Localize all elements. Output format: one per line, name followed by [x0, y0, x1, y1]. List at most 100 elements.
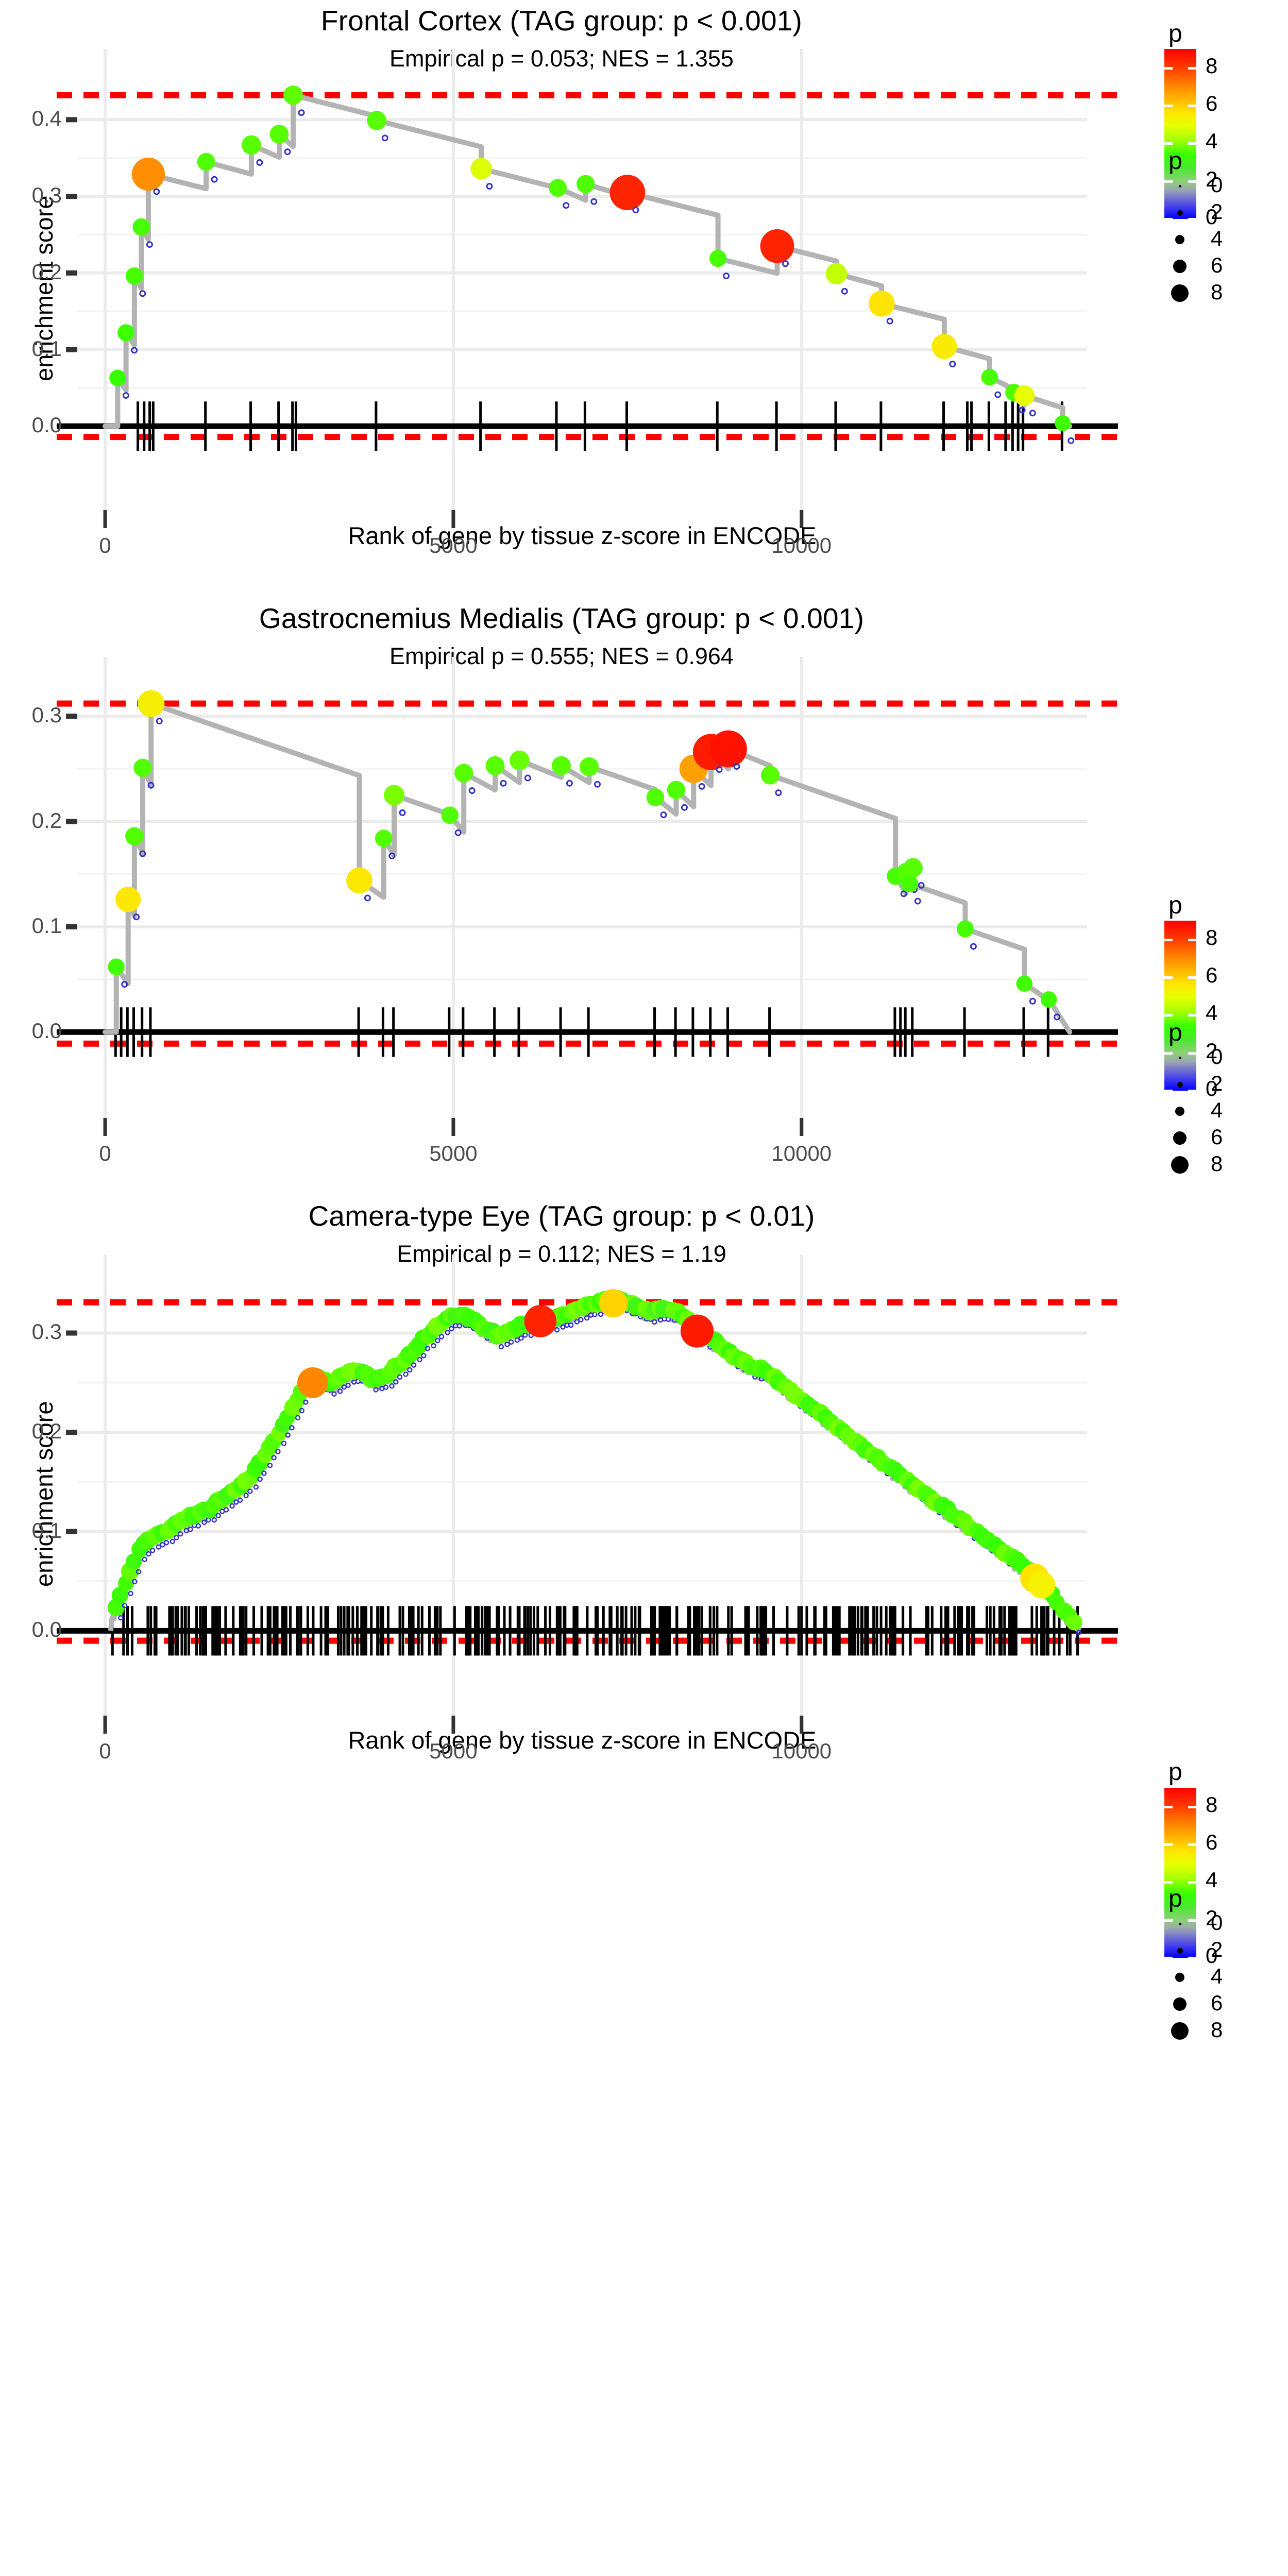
size-legend-dot [1173, 260, 1187, 273]
color-scale-tick [1188, 938, 1196, 941]
color-scale-tick [1188, 1052, 1196, 1055]
color-scale-tick [1164, 1805, 1173, 1808]
color-scale-bar [1164, 49, 1196, 219]
color-scale-tick-label: 4 [1206, 1868, 1218, 1892]
y-axis-tick-label: 0.2 [31, 1419, 62, 1444]
size-legend-dot [1173, 1997, 1187, 2011]
color-scale-tick [1188, 66, 1196, 70]
x-axis-label: Rank of gene by tissue z-score in ENCODE [348, 1726, 817, 1754]
size-legend-dot [1175, 1107, 1184, 1116]
color-scale-tick [1164, 1881, 1173, 1884]
x-axis-tick-label: 0 [99, 533, 111, 557]
color-scale-tick-label: 2 [1206, 166, 1218, 191]
color-scale-tick-label: 8 [1206, 925, 1218, 950]
color-scale-tick-label: 2 [1206, 1038, 1218, 1063]
size-legend-dot [1171, 1156, 1189, 1174]
legend-size-title: p [1168, 1885, 1182, 1912]
y-axis-tick-label: 0.0 [31, 1019, 62, 1043]
color-scale-tick-label: 0 [1206, 205, 1218, 229]
plot-area [0, 0, 1123, 598]
y-axis-tick-label: 0.2 [31, 259, 62, 284]
color-scale-tick [1188, 142, 1196, 145]
color-scale-tick [1188, 1919, 1196, 1922]
color-scale-tick [1164, 1957, 1173, 1959]
panel-subtitle: Empirical p = 0.112; NES = 1.19 [397, 1241, 726, 1267]
x-axis-tick-label: 5000 [429, 533, 478, 557]
plot-area [0, 598, 1123, 1195]
color-scale-tick [1164, 1014, 1173, 1017]
size-legend-dot [1177, 210, 1183, 216]
color-scale-tick [1188, 1957, 1196, 1959]
y-axis-tick-label: 0.2 [31, 808, 62, 833]
color-scale-tick-label: 6 [1206, 1830, 1218, 1854]
size-legend-dot [1173, 1131, 1187, 1145]
color-scale-tick [1164, 1052, 1173, 1055]
size-legend-label: 4 [1211, 226, 1223, 250]
x-axis-label: Rank of gene by tissue z-score in ENCODE [348, 522, 817, 549]
color-scale-tick [1164, 1843, 1173, 1846]
y-axis-tick-label: 0.0 [31, 413, 62, 437]
plot-area [0, 1195, 1123, 1793]
size-legend-label: 4 [1211, 1964, 1223, 1988]
y-axis-tick-label: 0.0 [31, 1617, 62, 1642]
size-legend-label: 8 [1211, 280, 1223, 304]
color-scale-tick [1164, 105, 1173, 107]
legend-size-title: p [1168, 147, 1182, 175]
size-legend-label: 6 [1211, 1125, 1223, 1149]
y-axis-tick-label: 0.3 [31, 183, 62, 208]
size-legend-label: 6 [1211, 253, 1223, 277]
y-axis-tick-label: 0.4 [31, 106, 62, 131]
color-scale-tick [1164, 1090, 1173, 1092]
panel-subtitle: Empirical p = 0.555; NES = 0.964 [389, 643, 734, 669]
color-scale-tick [1188, 1805, 1196, 1808]
legend-color-title: p [1168, 892, 1182, 919]
size-legend-dot [1175, 1973, 1184, 1982]
color-scale-tick [1188, 1843, 1196, 1846]
x-axis-tick-label: 10000 [771, 1141, 832, 1165]
panel-subtitle: Empirical p = 0.053; NES = 1.355 [389, 45, 734, 72]
color-scale-tick [1164, 142, 1173, 145]
y-axis-tick-label: 0.1 [31, 1518, 62, 1543]
color-scale-tick [1188, 1881, 1196, 1884]
color-scale-bar [1164, 1788, 1196, 1958]
plot-svg [57, 657, 1118, 1136]
color-scale-tick-label: 4 [1206, 1001, 1218, 1025]
legend-size-title: p [1168, 1019, 1182, 1046]
size-legend-dot [1171, 2022, 1189, 2040]
color-scale-tick [1188, 218, 1196, 221]
color-scale-tick [1188, 180, 1196, 183]
x-axis-tick-label: 0 [99, 1739, 111, 1763]
color-scale-tick-label: 6 [1206, 91, 1218, 115]
color-scale-tick [1164, 66, 1173, 70]
color-scale-bar [1164, 921, 1196, 1091]
size-legend-dot [1177, 1947, 1183, 1954]
y-axis-tick-label: 0.1 [31, 913, 62, 938]
x-axis-tick-label: 5000 [429, 1141, 478, 1165]
color-scale-tick-label: 0 [1206, 1076, 1218, 1100]
color-scale-tick [1188, 1014, 1196, 1017]
panel-gastrocnemius-medialis: Gastrocnemius Medialis (TAG group: p < 0… [0, 598, 1288, 1754]
plot-svg [57, 49, 1118, 528]
y-axis-tick-label: 0.3 [31, 1319, 62, 1344]
color-scale-tick-label: 6 [1206, 963, 1218, 987]
gsea-figure: Frontal Cortex (TAG group: p < 0.001) Em… [0, 0, 1288, 2042]
color-scale-tick [1188, 1090, 1196, 1092]
color-scale-tick [1164, 180, 1173, 183]
legend-color-title: p [1168, 1758, 1182, 1786]
y-axis-tick-label: 0.1 [31, 336, 62, 361]
legend-color-title: p [1168, 20, 1182, 47]
size-legend-label: 0 [1211, 173, 1223, 197]
color-scale-tick [1164, 1919, 1173, 1922]
color-scale-tick-label: 4 [1206, 129, 1218, 154]
size-legend-label: 6 [1211, 1991, 1223, 2015]
color-scale-tick [1164, 938, 1173, 941]
x-axis-tick-label: 0 [99, 1141, 111, 1165]
size-legend-dot [1177, 1081, 1183, 1088]
panel-title: Camera-type Eye (TAG group: p < 0.01) [308, 1200, 815, 1232]
panel-title: Gastrocnemius Medialis (TAG group: p < 0… [259, 602, 865, 634]
size-legend-dot [1178, 1056, 1181, 1059]
size-legend-label: 8 [1211, 2018, 1223, 2042]
color-scale-tick [1164, 218, 1173, 221]
panel-title: Frontal Cortex (TAG group: p < 0.001) [320, 5, 803, 37]
size-legend-dot [1171, 284, 1189, 302]
